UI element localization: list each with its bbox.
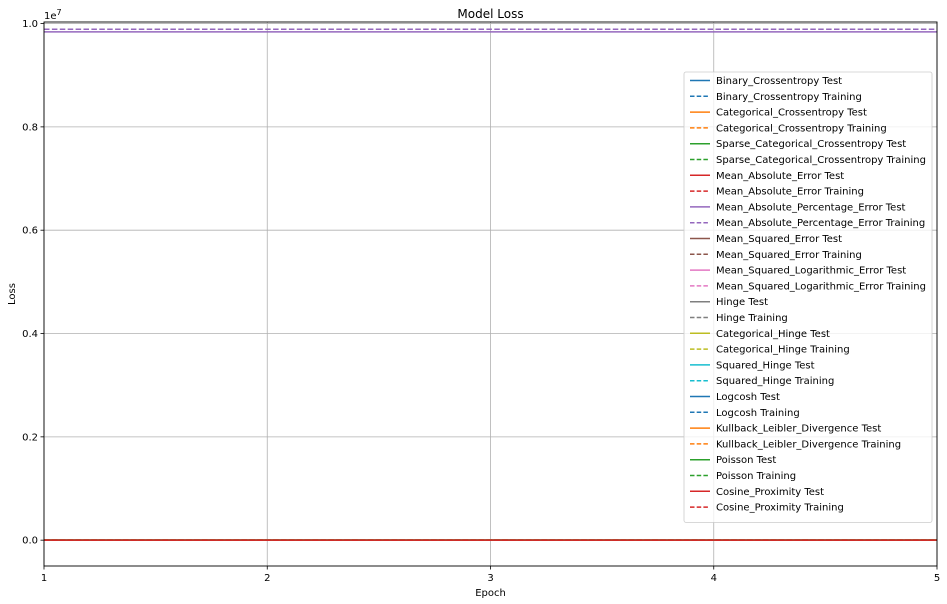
legend-label: Categorical_Crossentropy Training [716,123,887,134]
plot-lines [44,28,937,541]
y-tick-label: 1.0 [22,19,38,30]
y-tick-label: 0.2 [22,432,38,443]
axis-ticks: 1 2 3 4 5 0.0 0.2 0.4 0.6 0.8 1.0 [22,19,940,584]
y-axis-offset-label: 1e7 [44,8,62,22]
legend-label: Mean_Absolute_Error Training [716,187,864,198]
legend-label: Kullback_Leibler_Divergence Test [716,424,881,435]
y-tick-label: 0.8 [22,122,38,133]
legend: Binary_Crossentropy Test Binary_Crossentr… [683,71,933,523]
x-tick-label: 5 [934,573,940,584]
x-tick-label: 3 [487,573,493,584]
x-tick-label: 1 [41,573,47,584]
legend-label: Logcosh Test [716,392,780,403]
legend-label: Squared_Hinge Test [716,360,815,371]
legend-label: Mean_Absolute_Percentage_Error Training [716,218,925,229]
legend-label: Cosine_Proximity Test [716,487,824,498]
chart-title: Model Loss [457,7,523,21]
legend-label: Mean_Squared_Logarithmic_Error Training [716,281,926,292]
legend-label: Kullback_Leibler_Divergence Training [716,439,901,450]
legend-label: Poisson Test [716,455,776,466]
legend-label: Logcosh Training [716,408,800,419]
x-tick-label: 2 [264,573,270,584]
y-tick-label: 0.0 [22,536,38,547]
legend-label: Categorical_Hinge Test [716,329,830,340]
legend-label: Binary_Crossentropy Training [716,92,862,103]
legend-label: Binary_Crossentropy Test [716,76,842,87]
legend-label: Categorical_Crossentropy Test [716,108,867,119]
legend-label: Hinge Training [716,313,788,324]
x-tick-label: 4 [711,573,717,584]
legend-label: Categorical_Hinge Training [716,345,850,356]
legend-label: Hinge Test [716,297,768,308]
legend-label: Sparse_Categorical_Crossentropy Test [716,139,906,150]
legend-label: Mean_Absolute_Error Test [716,171,844,182]
y-tick-label: 0.6 [22,226,38,237]
legend-label: Poisson Training [716,471,796,482]
legend-label: Cosine_Proximity Training [716,503,844,514]
legend-box [683,71,933,523]
legend-label: Mean_Absolute_Percentage_Error Test [716,202,906,213]
legend-label: Mean_Squared_Error Test [716,234,842,245]
y-axis-label: Loss [7,283,18,305]
legend-label: Mean_Squared_Error Training [716,250,862,261]
legend-label: Sparse_Categorical_Crossentropy Training [716,155,926,166]
x-axis-label: Epoch [475,588,506,599]
legend-label: Squared_Hinge Training [716,376,834,387]
y-tick-label: 0.4 [22,329,38,340]
legend-label: Mean_Squared_Logarithmic_Error Test [716,266,906,277]
